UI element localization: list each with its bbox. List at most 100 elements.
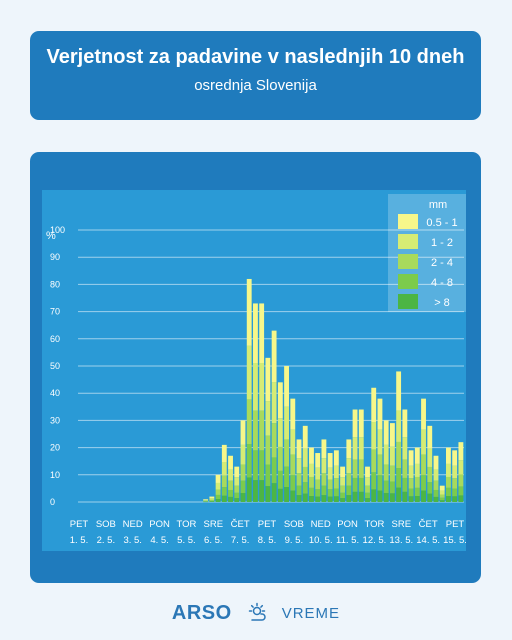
- bar-segment: [221, 444, 227, 463]
- bar-segment: [265, 357, 271, 402]
- bar-segment: [346, 458, 352, 474]
- bar-segment: [458, 486, 464, 496]
- legend-label: 4 - 8: [431, 277, 453, 289]
- bar-segment: [315, 489, 321, 497]
- bar-segment: [290, 454, 296, 476]
- bar-segment: [296, 485, 302, 496]
- y-tick-label: 100: [50, 225, 65, 235]
- bar-segment: [333, 478, 339, 489]
- bar-segment: [296, 495, 302, 502]
- bar-segment: [309, 476, 314, 488]
- bar-segment: [402, 477, 408, 492]
- bar-segment: [346, 439, 352, 459]
- bar-segment: [377, 398, 383, 430]
- bar-segment: [383, 444, 389, 465]
- bar-segment: [302, 482, 308, 494]
- bar-segment: [439, 485, 445, 491]
- bar-segment: [340, 485, 346, 493]
- bar-segment: [296, 458, 302, 474]
- bar-segment: [414, 487, 420, 497]
- bar-segment: [215, 474, 221, 483]
- bar-segment: [284, 439, 289, 467]
- y-axis-label: %: [46, 230, 56, 242]
- bar-segment: [221, 495, 227, 502]
- x-tick-date: 11. 5.: [336, 535, 359, 546]
- bar-segment: [389, 446, 395, 466]
- bar-segment: [209, 501, 215, 502]
- bar-segment: [365, 492, 370, 499]
- bar-segment: [427, 466, 433, 483]
- legend-swatch: [398, 294, 418, 309]
- bar-segment: [284, 487, 289, 502]
- bar-segment: [365, 498, 370, 502]
- bar-segment: [414, 463, 420, 477]
- bar-segment: [352, 459, 358, 478]
- legend-swatch: [398, 254, 418, 269]
- bar-segment: [433, 480, 439, 490]
- bar-segment: [327, 453, 333, 468]
- bar-segment: [421, 398, 426, 430]
- x-tick-day: PET: [258, 519, 277, 530]
- x-tick-day: SOB: [96, 519, 116, 530]
- bar-segment: [321, 473, 327, 486]
- bar-segment: [228, 496, 233, 502]
- y-tick-label: 60: [50, 334, 60, 344]
- bar-segment: [277, 470, 283, 489]
- bar-segment: [234, 466, 240, 478]
- bar-segment: [458, 460, 464, 475]
- bar-segment: [240, 444, 246, 465]
- bar-segment: [253, 410, 258, 451]
- x-tick-date: 2. 5.: [97, 535, 116, 546]
- x-tick-date: 10. 5.: [309, 535, 333, 546]
- bar-segment: [296, 473, 302, 486]
- bar-segment: [333, 496, 339, 502]
- x-tick-day: SRE: [204, 519, 224, 530]
- bar-segment: [365, 466, 370, 478]
- bar-segment: [209, 499, 215, 501]
- bar-segment: [333, 450, 339, 466]
- bar-segment: [234, 485, 240, 493]
- bar-segment: [302, 466, 308, 483]
- x-tick-date: 6. 5.: [204, 535, 223, 546]
- bar-segment: [327, 467, 333, 480]
- bar-segment: [284, 466, 289, 488]
- bar-segment: [346, 485, 352, 496]
- bar-segment: [389, 465, 395, 482]
- sun-cloud-icon: [248, 602, 266, 621]
- bar-segment: [433, 489, 439, 497]
- bar-segment: [371, 449, 377, 473]
- bar-segment: [446, 487, 451, 497]
- bar-segment: [265, 401, 271, 436]
- bar-segment: [371, 422, 377, 450]
- bar-segment: [377, 454, 383, 476]
- bar-segment: [234, 477, 240, 486]
- bar-segment: [383, 493, 389, 502]
- x-tick-date: 4. 5.: [150, 535, 169, 546]
- bar-segment: [253, 303, 258, 364]
- bar-segment: [414, 496, 420, 502]
- bar-segment: [408, 488, 414, 497]
- bar-segment: [253, 450, 258, 481]
- bar-segment: [271, 382, 277, 424]
- bar-segment: [203, 500, 209, 501]
- bar-segment: [352, 477, 358, 492]
- bar-segment: [209, 498, 215, 500]
- bar-segment: [452, 465, 458, 479]
- x-tick-day: ČET: [419, 519, 438, 530]
- bar-segment: [421, 429, 426, 455]
- bar-segment: [439, 497, 445, 501]
- bar-segment: [315, 479, 321, 490]
- bar-segment: [271, 423, 277, 458]
- bar-segment: [402, 459, 408, 478]
- bar-segment: [346, 495, 352, 502]
- y-tick-label: 20: [50, 443, 60, 453]
- bar-segment: [439, 500, 445, 502]
- region-subtitle: osrednja Slovenija: [194, 77, 317, 94]
- bar-segment: [408, 450, 414, 466]
- bar-segment: [253, 480, 258, 502]
- bar-segment: [377, 429, 383, 455]
- x-tick-date: 5. 5.: [177, 535, 196, 546]
- legend-label: 0.5 - 1: [426, 217, 457, 229]
- bar-segment: [421, 475, 426, 491]
- bar-segment: [446, 447, 451, 464]
